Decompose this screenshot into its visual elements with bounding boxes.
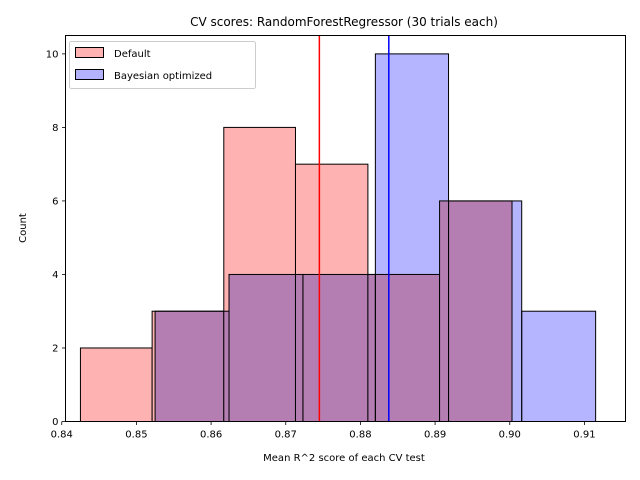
histogram-bar-bayesian-optimized-1 — [228, 273, 304, 423]
y-tick-label: 8 — [52, 123, 58, 134]
x-axis-ticks: 0.84 0.85 0.86 0.87 0.88 0.89 0.90 0.91 — [51, 421, 596, 441]
x-tick-label: 0.89 — [424, 430, 446, 441]
y-tick-label: 10 — [46, 49, 59, 60]
x-tick-label: 0.87 — [275, 430, 297, 441]
histogram-bar-bayesian-optimized-2 — [302, 273, 376, 423]
histogram-bar-bayesian-optimized-4 — [448, 200, 523, 422]
legend-swatch-bayesian-optimized — [75, 69, 104, 80]
legend-box — [69, 41, 256, 89]
x-tick-label: 0.86 — [200, 430, 222, 441]
x-tick-label: 0.88 — [349, 430, 371, 441]
histogram-bar-bayesian-optimized-3 — [374, 53, 450, 422]
x-axis-label: Mean R^2 score of each CV test — [263, 453, 425, 464]
histogram-bar-bayesian-optimized-0 — [154, 310, 230, 423]
bars-layer — [79, 53, 597, 423]
x-tick-label: 0.90 — [499, 430, 521, 441]
histogram-bar-default-0 — [79, 347, 153, 423]
histogram-bar-bayesian-optimized-5 — [521, 310, 597, 423]
legend: Default Bayesian optimized — [69, 41, 256, 89]
x-tick-label: 0.84 — [51, 430, 73, 441]
mean-lines-layer — [318, 35, 390, 422]
plot-frame — [65, 35, 626, 422]
legend-label-default: Default — [114, 49, 151, 60]
y-tick-label: 2 — [52, 343, 58, 354]
y-tick-label: 0 — [52, 417, 58, 428]
legend-swatch-default — [75, 47, 104, 58]
chart-title: CV scores: RandomForestRegressor (30 tri… — [190, 15, 498, 29]
legend-label-bayesian-optimized: Bayesian optimized — [114, 71, 212, 82]
y-tick-label: 4 — [52, 270, 58, 281]
x-tick-label: 0.85 — [125, 430, 147, 441]
y-axis-label: Count — [18, 213, 29, 243]
y-axis-ticks: 0 2 4 6 8 10 — [46, 49, 66, 428]
x-tick-label: 0.91 — [573, 430, 595, 441]
y-tick-label: 6 — [52, 196, 58, 207]
